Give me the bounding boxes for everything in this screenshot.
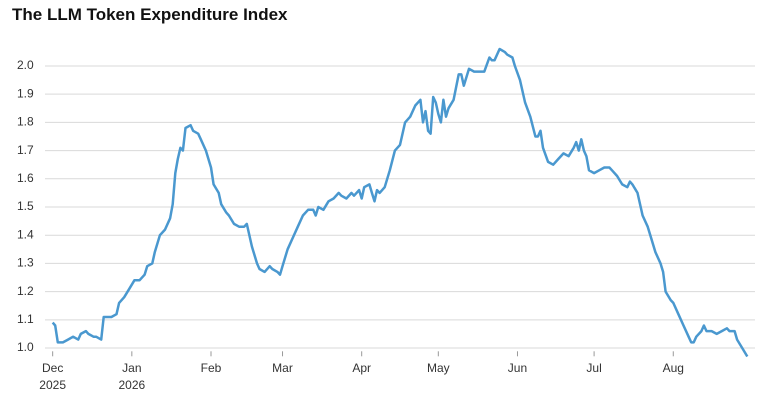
x-tick-label: Mar	[272, 361, 293, 375]
y-tick-label: 1.9	[17, 86, 34, 100]
x-tick-label: Aug	[662, 361, 684, 375]
y-tick-label: 1.7	[17, 143, 34, 157]
x-tick-label: Jan 2026	[118, 361, 146, 392]
x-tick-label: Jul	[586, 361, 602, 375]
y-tick-label: 1.2	[17, 284, 34, 298]
y-tick-label: 1.4	[17, 227, 34, 241]
line	[51, 47, 749, 358]
x-tick-label: Apr	[352, 361, 372, 375]
y-tick-label: 1.0	[17, 340, 34, 354]
chart-title: The LLM Token Expenditure Index	[12, 5, 288, 24]
y-tick-label: 1.6	[17, 171, 34, 185]
x-tick-label: May	[426, 361, 450, 375]
y-tick-label: 1.3	[17, 256, 34, 270]
y-tick-label: 1.8	[17, 115, 34, 129]
y-tick-label: 2.0	[17, 58, 34, 72]
x-tick-label: Dec 2025	[39, 361, 66, 392]
y-tick-label: 1.1	[17, 312, 34, 326]
y-tick-label: 1.5	[17, 199, 34, 213]
x-tick-label: Jun	[507, 361, 528, 375]
x-tick-label: Feb	[200, 361, 222, 375]
